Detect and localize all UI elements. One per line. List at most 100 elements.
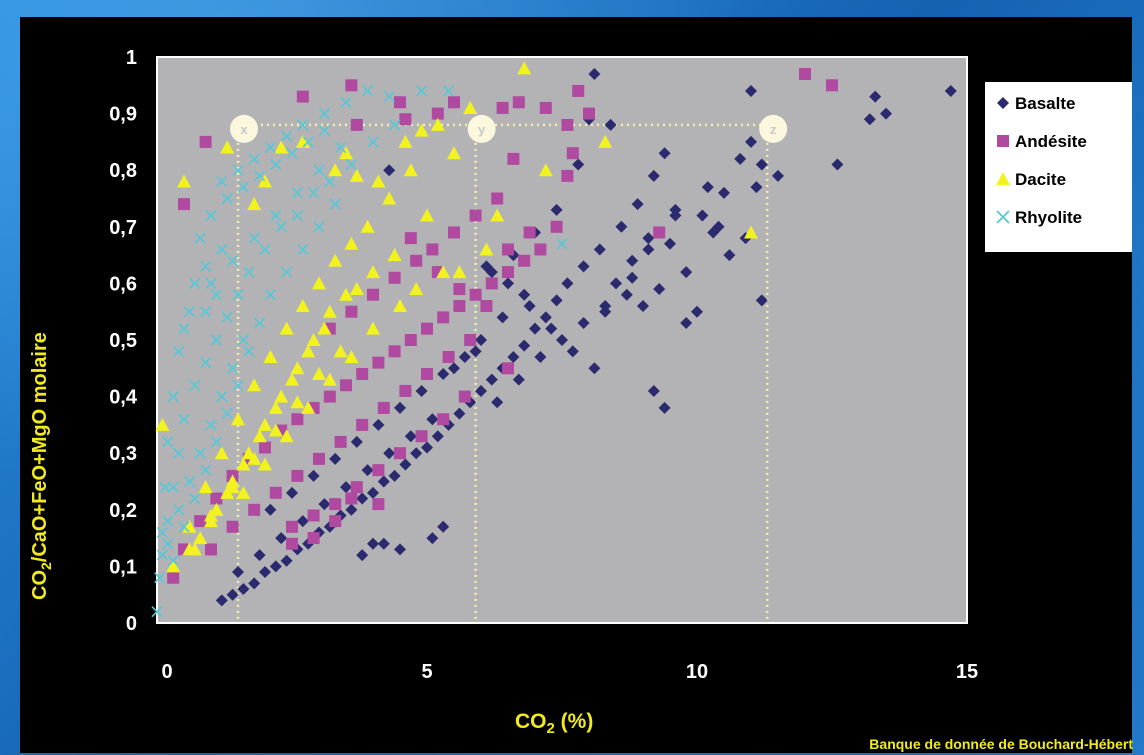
data-point-andésite — [269, 486, 282, 499]
data-point-dacite — [312, 366, 326, 380]
data-point-dacite — [204, 508, 218, 522]
data-point-dacite — [295, 299, 310, 313]
reference-marker — [230, 114, 258, 143]
data-point-rhyolite — [194, 447, 206, 459]
data-point-rhyolite — [556, 238, 568, 250]
data-point-dacite — [247, 378, 262, 392]
data-point-rhyolite — [173, 504, 185, 516]
data-point-andésite — [502, 266, 514, 279]
data-point-andésite — [334, 435, 347, 448]
data-point-basalte — [534, 350, 547, 363]
data-point-basalte — [880, 107, 892, 120]
data-point-basalte — [539, 311, 552, 324]
data-point-andésite — [550, 220, 563, 233]
data-point-dacite — [328, 253, 343, 267]
data-point-basalte — [275, 532, 288, 545]
data-point-dacite — [382, 191, 397, 205]
data-point-basalte — [750, 181, 763, 194]
data-point-dacite — [436, 265, 451, 279]
data-point-basalte — [610, 277, 622, 290]
data-point-basalte — [669, 203, 682, 216]
data-point-basalte — [394, 543, 406, 556]
data-point-andésite — [210, 492, 223, 505]
data-point-basalte — [718, 186, 730, 199]
data-point-dacite — [328, 163, 343, 177]
data-point-basalte — [426, 532, 439, 545]
data-point-rhyolite — [254, 170, 266, 182]
series-layer — [151, 61, 957, 618]
data-point-basalte — [356, 492, 369, 505]
data-point-basalte — [664, 237, 676, 250]
y-tick-label: 0,6 — [109, 273, 137, 295]
data-point-andésite — [523, 226, 536, 239]
data-point-rhyolite — [383, 91, 395, 103]
data-point-andésite — [485, 277, 498, 290]
x-tick-label: 0 — [161, 661, 172, 683]
data-point-andésite — [329, 515, 342, 528]
data-point-basalte — [361, 464, 374, 477]
data-point-basalte — [491, 396, 504, 409]
data-point-dacite — [258, 417, 272, 431]
data-point-basalte — [248, 577, 261, 590]
data-point-dacite — [409, 282, 424, 296]
data-point-basalte — [329, 452, 342, 465]
reference-markers: x y z — [230, 114, 788, 143]
data-point-basalte — [734, 152, 747, 165]
y-tick-label: 1 — [126, 47, 137, 69]
data-point-andésite — [799, 67, 811, 80]
data-point-basalte — [772, 169, 784, 182]
data-point-dacite — [398, 134, 413, 148]
data-point-dacite — [517, 61, 532, 75]
data-point-andésite — [367, 288, 379, 301]
data-point-dacite — [366, 321, 380, 335]
data-point-basalte — [615, 220, 628, 233]
data-point-rhyolite — [324, 175, 336, 188]
data-point-rhyolite — [167, 481, 179, 493]
data-point-andésite — [410, 254, 423, 267]
data-point-dacite — [322, 372, 337, 386]
data-point-dacite — [349, 282, 364, 296]
data-point-basalte — [399, 458, 412, 471]
data-point-basalte — [599, 300, 612, 313]
data-point-rhyolite — [264, 141, 276, 154]
data-point-dacite — [452, 265, 467, 279]
data-point-andésite — [194, 515, 207, 528]
data-point-andésite — [291, 469, 304, 482]
data-point-rhyolite — [189, 277, 201, 289]
data-point-rhyolite — [221, 408, 233, 420]
x-tick-label: 5 — [421, 661, 432, 683]
data-point-basalte — [831, 158, 844, 171]
legend-box — [985, 82, 1132, 252]
data-point-andésite — [502, 243, 514, 256]
data-point-basalte — [642, 232, 655, 245]
y-axis-ticks: 0 0,1 0,2 0,3 0,4 0,5 0,6 0,7 0,8 0,9 1 — [109, 47, 138, 635]
data-point-andésite — [583, 107, 595, 120]
data-point-andésite — [167, 571, 180, 584]
data-point-basalte — [410, 447, 423, 460]
data-point-rhyolite — [313, 221, 325, 233]
series-andésite — [167, 67, 838, 584]
legend-label: Andésite — [1015, 132, 1087, 151]
data-point-rhyolite — [335, 141, 347, 154]
data-point-andésite — [377, 401, 390, 414]
data-point-basalte — [518, 339, 531, 352]
data-point-dacite — [420, 208, 434, 222]
data-point-dacite — [339, 146, 353, 160]
reference-marker — [759, 114, 788, 143]
x-axis-ticks: 0 5 10 15 — [161, 661, 978, 683]
data-point-basalte — [383, 164, 396, 177]
data-point-basalte — [577, 317, 590, 330]
data-point-rhyolite — [200, 464, 212, 476]
data-point-basalte — [372, 418, 385, 431]
data-point-rhyolite — [416, 85, 428, 97]
data-point-basalte — [637, 300, 649, 313]
data-point-basalte — [377, 475, 390, 488]
data-point-basalte — [647, 384, 660, 397]
data-point-andésite — [323, 390, 336, 403]
data-point-andésite — [415, 430, 428, 443]
data-point-andésite — [205, 543, 217, 556]
x-axis-label: CO2 (%) — [515, 710, 593, 737]
data-point-andésite — [512, 96, 525, 109]
data-point-basalte — [485, 373, 498, 386]
